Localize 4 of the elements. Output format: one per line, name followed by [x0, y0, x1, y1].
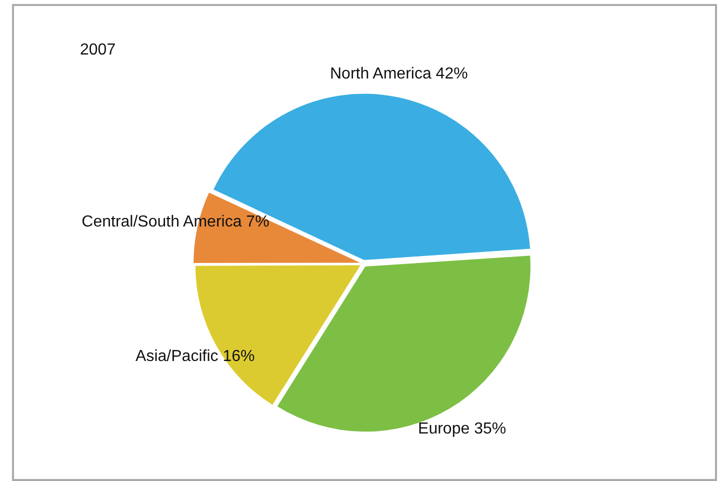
chart-title: 2007 [80, 41, 116, 58]
slice-label: Europe 35% [418, 420, 506, 438]
slice-label: North America 42% [330, 66, 468, 83]
slice-label: Asia/Pacific 16% [136, 348, 255, 366]
